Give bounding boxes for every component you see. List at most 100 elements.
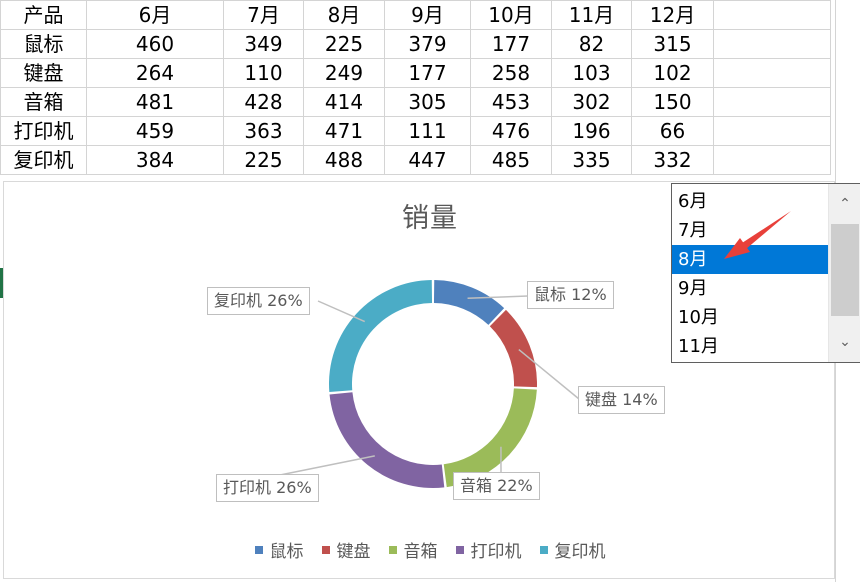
header-cell[interactable]: 6月: [86, 0, 224, 30]
table-cell[interactable]: 150: [631, 87, 714, 117]
listbox-item[interactable]: 9月: [678, 278, 708, 299]
legend-swatch: [455, 545, 464, 554]
table-cell[interactable]: 379: [384, 29, 471, 59]
legend-item: 打印机: [455, 537, 522, 562]
month-listbox[interactable]: 6月 7月 8月 9月 10月 11月 ⌃ ⌄: [671, 183, 860, 363]
legend-swatch: [539, 545, 548, 554]
legend-label: 音箱: [403, 542, 438, 562]
table-cell[interactable]: 488: [303, 145, 385, 175]
empty-cell[interactable]: [713, 29, 831, 59]
table-cell[interactable]: 332: [631, 145, 714, 175]
table-cell[interactable]: 447: [384, 145, 471, 175]
data-table: 产品 6月 7月 8月 9月 10月 11月 12月 鼠标 460 349 22…: [0, 0, 831, 175]
header-cell[interactable]: 7月: [223, 0, 304, 30]
header-cell[interactable]: 产品: [0, 0, 87, 30]
header-cell[interactable]: 12月: [631, 0, 714, 30]
empty-cell[interactable]: [713, 145, 831, 175]
table-row: 复印机 384 225 488 447 485 335 332: [0, 145, 831, 175]
legend-label: 键盘: [336, 542, 371, 562]
table-cell[interactable]: 打印机: [0, 116, 87, 146]
data-label-speaker: 音箱 22%: [453, 472, 540, 500]
chart-title: 销量: [402, 203, 458, 234]
table-cell[interactable]: 305: [384, 87, 471, 117]
table-cell[interactable]: 460: [86, 29, 224, 59]
legend-item: 复印机: [539, 537, 606, 562]
table-cell[interactable]: 225: [223, 145, 304, 175]
table-cell[interactable]: 481: [86, 87, 224, 117]
doughnut-slice-4[interactable]: [329, 280, 433, 393]
table-cell[interactable]: 414: [303, 87, 385, 117]
table-cell[interactable]: 349: [223, 29, 304, 59]
header-cell[interactable]: 11月: [551, 0, 632, 30]
leader-line-0: [467, 295, 529, 299]
legend-label: 复印机: [554, 542, 606, 562]
doughnut-slice-2[interactable]: [443, 388, 537, 488]
table-cell[interactable]: 110: [223, 58, 304, 88]
header-cell[interactable]: 10月: [470, 0, 552, 30]
table-cell[interactable]: 102: [631, 58, 714, 88]
table-cell[interactable]: 82: [551, 29, 632, 59]
listbox-scrollbar[interactable]: ⌃ ⌄: [828, 184, 860, 362]
table-cell[interactable]: 225: [303, 29, 385, 59]
table-cell[interactable]: 335: [551, 145, 632, 175]
empty-cell[interactable]: [713, 116, 831, 146]
table-cell[interactable]: 111: [384, 116, 471, 146]
listbox-item[interactable]: 10月: [678, 307, 719, 328]
legend-item: 鼠标: [254, 537, 304, 562]
legend-label: 鼠标: [269, 542, 304, 562]
table-cell[interactable]: 鼠标: [0, 29, 87, 59]
chevron-down-icon[interactable]: ⌄: [839, 334, 851, 350]
data-label-keyboard: 键盘 14%: [578, 386, 665, 414]
table-cell[interactable]: 66: [631, 116, 714, 146]
table-cell[interactable]: 177: [384, 58, 471, 88]
listbox-item[interactable]: 11月: [678, 336, 719, 357]
table-cell[interactable]: 103: [551, 58, 632, 88]
scroll-thumb[interactable]: [831, 224, 859, 316]
chevron-up-icon[interactable]: ⌃: [839, 196, 851, 212]
table-cell[interactable]: 476: [470, 116, 552, 146]
table-cell[interactable]: 音箱: [0, 87, 87, 117]
chart-legend: 鼠标 键盘 音箱 打印机 复印机: [0, 537, 860, 562]
table-cell[interactable]: 258: [470, 58, 552, 88]
table-cell[interactable]: 384: [86, 145, 224, 175]
table-cell[interactable]: 264: [86, 58, 224, 88]
legend-item: 键盘: [321, 537, 371, 562]
table-row: 键盘 264 110 249 177 258 103 102: [0, 58, 831, 88]
doughnut-slice-1[interactable]: [489, 309, 537, 388]
row-selection-marker: [0, 268, 3, 298]
table-cell[interactable]: 249: [303, 58, 385, 88]
table-row: 音箱 481 428 414 305 453 302 150: [0, 87, 831, 117]
table-cell[interactable]: 363: [223, 116, 304, 146]
listbox-item[interactable]: 7月: [678, 220, 708, 241]
empty-cell[interactable]: [713, 87, 831, 117]
header-cell[interactable]: 8月: [303, 0, 385, 30]
table-cell[interactable]: 302: [551, 87, 632, 117]
table-cell[interactable]: 471: [303, 116, 385, 146]
table-cell[interactable]: 453: [470, 87, 552, 117]
legend-swatch: [254, 545, 263, 554]
table-cell[interactable]: 键盘: [0, 58, 87, 88]
legend-swatch: [388, 545, 397, 554]
data-label-copier: 复印机 26%: [207, 287, 310, 315]
leader-line-3: [279, 455, 375, 476]
table-cell[interactable]: 428: [223, 87, 304, 117]
table-cell[interactable]: 459: [86, 116, 224, 146]
header-cell[interactable]: 9月: [384, 0, 471, 30]
table-cell[interactable]: 196: [551, 116, 632, 146]
listbox-item-selected[interactable]: 8月: [672, 245, 833, 274]
table-cell[interactable]: 复印机: [0, 145, 87, 175]
doughnut-slice-3[interactable]: [329, 392, 445, 489]
table-cell[interactable]: 177: [470, 29, 552, 59]
data-label-printer: 打印机 26%: [216, 474, 319, 502]
table-row: 打印机 459 363 471 111 476 196 66: [0, 116, 831, 146]
empty-cell[interactable]: [713, 58, 831, 88]
doughnut-slice-0[interactable]: [433, 280, 505, 325]
legend-item: 音箱: [388, 537, 438, 562]
table-cell[interactable]: 315: [631, 29, 714, 59]
data-label-mouse: 鼠标 12%: [527, 281, 614, 309]
empty-cell[interactable]: [713, 0, 831, 30]
legend-label: 打印机: [470, 542, 522, 562]
listbox-item[interactable]: 6月: [678, 191, 708, 212]
table-cell[interactable]: 485: [470, 145, 552, 175]
